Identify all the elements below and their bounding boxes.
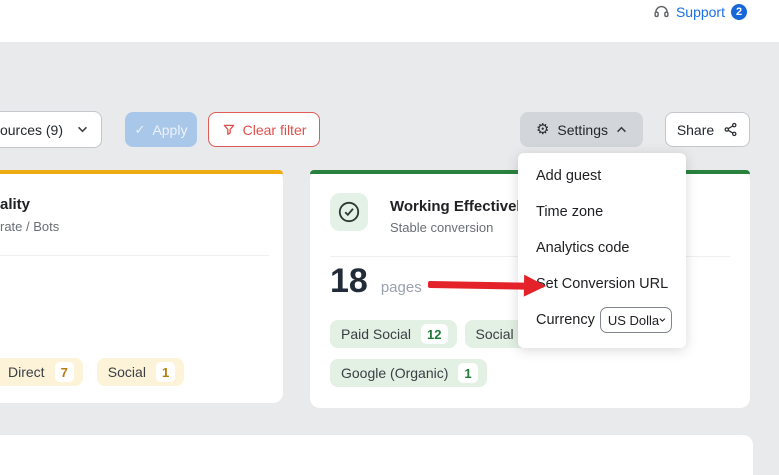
card-title: Working Effectively (390, 198, 529, 215)
settings-menu: Add guest Time zone Analytics code Set C… (518, 153, 686, 348)
top-bar: Support 2 (0, 0, 779, 42)
chevron-down-icon (78, 126, 87, 133)
gear-icon: ⚙ (535, 121, 550, 138)
support-button[interactable]: Support 2 (653, 3, 747, 20)
share-icon (724, 122, 737, 137)
metric-unit: pages (380, 279, 422, 296)
source-badge-direct[interactable]: Direct 7 (0, 358, 83, 386)
card-subtitle: Stable conversion (390, 220, 494, 235)
currency-label: Currency (536, 312, 595, 328)
badge-label: Social (475, 326, 514, 342)
metric-value: 18 (330, 262, 368, 300)
status-icon-tile (330, 193, 368, 231)
settings-button[interactable]: ⚙ Settings (520, 112, 643, 147)
card-subtitle-fragment: rate / Bots (0, 219, 60, 234)
headset-icon (654, 5, 669, 18)
currency-selected-value: US Dolla (607, 312, 660, 328)
card-title-fragment: ality (0, 196, 31, 213)
menu-item-time-zone[interactable]: Time zone (536, 204, 604, 220)
share-label: Share (676, 121, 715, 138)
badge-label: Social (107, 364, 146, 380)
menu-item-set-conversion-url[interactable]: Set Conversion URL (536, 276, 669, 292)
chevron-down-icon (659, 318, 666, 322)
settings-label: Settings (557, 121, 609, 138)
divider (0, 255, 269, 256)
chevron-up-icon (617, 126, 627, 133)
sources-label: ources (9) (0, 121, 63, 138)
apply-label: Apply (152, 121, 188, 138)
source-badge-paid-social[interactable]: Paid Social 12 (330, 320, 457, 348)
badge-count: 7 (54, 362, 74, 382)
menu-item-currency: Currency US Dolla (518, 302, 686, 338)
source-badge-social[interactable]: Social 1 (96, 358, 185, 386)
check-icon: ✓ (134, 121, 146, 137)
source-badge-google-organic[interactable]: Google (Organic) 1 (330, 359, 487, 387)
badge-count: 1 (458, 363, 478, 383)
badge-count: 1 (155, 362, 176, 382)
badge-label: Google (Organic) (341, 365, 449, 381)
check-circle-icon (338, 201, 360, 223)
badge-label: Paid Social (341, 326, 412, 342)
card-traffic-quality: ality rate / Bots Direct 7 Social 1 (0, 170, 283, 403)
share-button[interactable]: Share (665, 112, 750, 147)
pages-metric: 18 pages (330, 262, 422, 301)
clear-filter-label: Clear filter (242, 121, 307, 138)
currency-select[interactable]: US Dolla (599, 307, 672, 333)
filter-icon (223, 124, 234, 135)
menu-item-add-guest[interactable]: Add guest (536, 168, 602, 184)
badge-label: Direct (8, 364, 45, 380)
support-count-badge: 2 (731, 3, 747, 20)
sources-dropdown[interactable]: ources (9) (0, 111, 102, 148)
badge-count: 12 (421, 324, 448, 344)
support-label: Support (675, 3, 725, 20)
bottom-panel (0, 435, 753, 475)
clear-filter-button[interactable]: Clear filter (208, 112, 320, 147)
apply-button[interactable]: ✓ Apply (125, 112, 197, 147)
card-accent-bar-orange (0, 170, 283, 174)
menu-item-analytics-code[interactable]: Analytics code (536, 240, 630, 256)
